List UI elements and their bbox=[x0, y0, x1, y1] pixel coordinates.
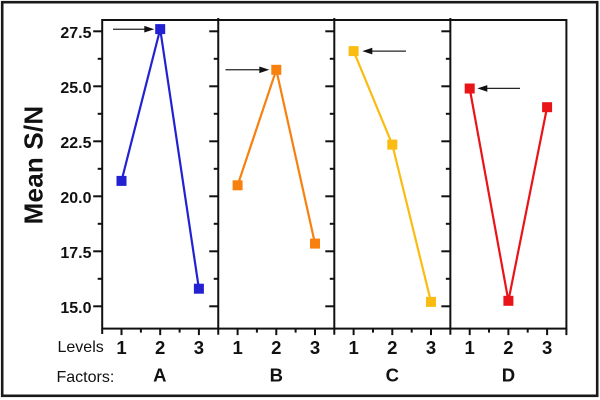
svg-text:2: 2 bbox=[271, 337, 281, 358]
svg-text:D: D bbox=[502, 365, 515, 386]
svg-text:15.0: 15.0 bbox=[60, 300, 91, 317]
svg-text:Factors:: Factors: bbox=[57, 369, 115, 386]
svg-text:25.0: 25.0 bbox=[60, 80, 91, 97]
svg-text:C: C bbox=[386, 365, 399, 386]
svg-text:22.5: 22.5 bbox=[60, 135, 91, 152]
svg-text:1: 1 bbox=[116, 337, 126, 358]
svg-text:20.0: 20.0 bbox=[60, 190, 91, 207]
svg-text:2: 2 bbox=[503, 337, 513, 358]
svg-text:3: 3 bbox=[426, 337, 436, 358]
svg-text:27.5: 27.5 bbox=[60, 25, 91, 42]
svg-text:1: 1 bbox=[465, 337, 475, 358]
svg-text:1: 1 bbox=[348, 337, 358, 358]
svg-text:B: B bbox=[270, 365, 283, 386]
svg-text:3: 3 bbox=[542, 337, 552, 358]
svg-text:3: 3 bbox=[194, 337, 204, 358]
svg-text:A: A bbox=[153, 365, 166, 386]
svg-text:17.5: 17.5 bbox=[60, 245, 91, 262]
svg-text:Mean S/N: Mean S/N bbox=[19, 106, 49, 225]
svg-text:2: 2 bbox=[387, 337, 397, 358]
svg-text:3: 3 bbox=[310, 337, 320, 358]
svg-text:2: 2 bbox=[155, 337, 165, 358]
svg-text:Levels: Levels bbox=[58, 339, 104, 356]
svg-text:1: 1 bbox=[232, 337, 242, 358]
